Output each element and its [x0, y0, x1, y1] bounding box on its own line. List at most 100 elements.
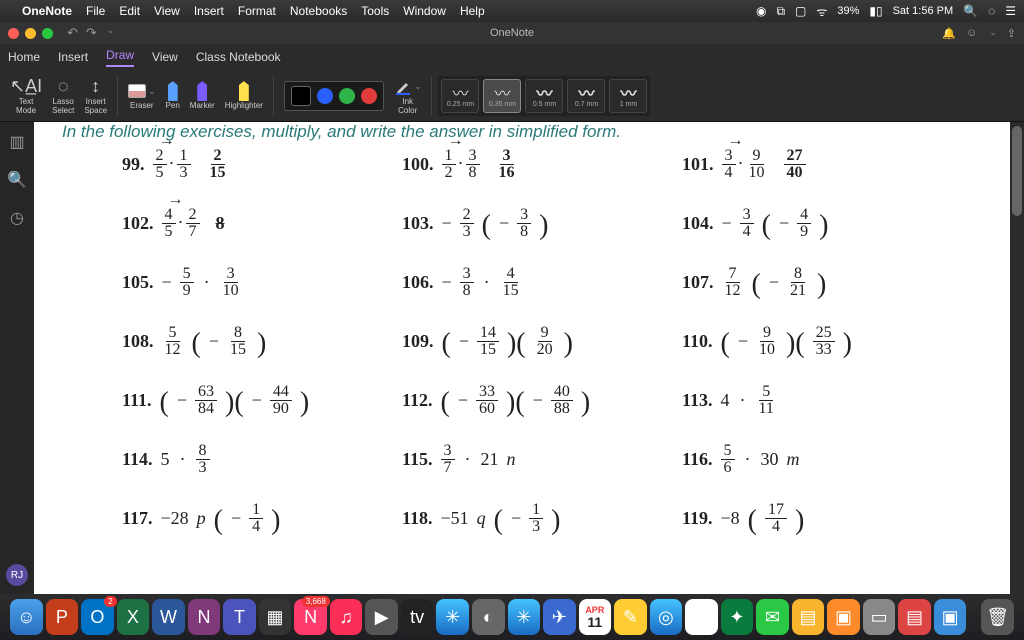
siri-icon[interactable]: ◌	[988, 4, 995, 18]
problem-116: 116. 56·30m	[682, 443, 962, 476]
problem-100: 100. 12·38 316	[402, 148, 682, 181]
spotlight-icon[interactable]: 🔍	[963, 4, 978, 18]
dock-teams[interactable]: T	[223, 599, 256, 635]
marker-icon	[197, 81, 207, 101]
tab-class-notebook[interactable]: Class Notebook	[196, 50, 281, 64]
tab-view[interactable]: View	[152, 50, 178, 64]
vertical-scrollbar[interactable]	[1010, 122, 1024, 594]
battery-percent[interactable]: 39%	[837, 5, 859, 17]
dock-app-5[interactable]: ▭	[863, 599, 896, 635]
dock-appletv[interactable]: tv	[401, 599, 434, 635]
menu-file[interactable]: File	[86, 4, 105, 18]
highlighter-button[interactable]: Highlighter	[221, 70, 267, 121]
tab-home[interactable]: Home	[8, 50, 40, 64]
dock-powerpoint[interactable]: P	[46, 599, 79, 635]
dock-notes[interactable]: ✎	[614, 599, 647, 635]
account-icon[interactable]: ☺	[966, 27, 977, 40]
recent-icon[interactable]: ◷	[10, 208, 24, 228]
minimize-button[interactable]	[25, 28, 36, 39]
color-green[interactable]	[339, 88, 355, 104]
lasso-select-button[interactable]: ◌ LassoSelect	[48, 70, 78, 121]
problem-110: 110. (−910)(2533)	[682, 325, 962, 358]
share-icon[interactable]: ⇪	[1007, 27, 1016, 40]
problem-105: 105. −59·310	[122, 266, 402, 299]
dock-onenote[interactable]: N	[188, 599, 221, 635]
dock-chrome[interactable]: ◉	[685, 599, 718, 635]
search-rail-icon[interactable]: 🔍	[7, 170, 27, 190]
dock-app-2[interactable]: ✈	[543, 599, 576, 635]
tab-draw[interactable]: Draw	[106, 48, 134, 67]
stroke-0-7[interactable]: 〰0.7 mm	[567, 79, 605, 113]
wifi-icon[interactable]: ᯤ	[816, 3, 827, 20]
color-blue[interactable]	[317, 88, 333, 104]
instruction-text: In the following exercises, multiply, an…	[62, 122, 1000, 142]
draw-ribbon: ↖A̲I TextMode ◌ LassoSelect ↕ InsertSpac…	[0, 70, 1024, 122]
tab-insert[interactable]: Insert	[58, 50, 88, 64]
menu-window[interactable]: Window	[403, 4, 446, 18]
stroke-1[interactable]: 〰1 mm	[609, 79, 647, 113]
color-black[interactable]	[291, 86, 311, 106]
dock-excel[interactable]: X	[117, 599, 150, 635]
battery-icon[interactable]: ▮▯	[869, 4, 882, 18]
dock-app-3[interactable]: ◎	[650, 599, 683, 635]
dock-downloads[interactable]: ▣	[934, 599, 967, 635]
dock-quicktime[interactable]: ▶	[365, 599, 398, 635]
scroll-thumb[interactable]	[1012, 126, 1022, 216]
notifications-icon[interactable]: 🔔	[942, 27, 956, 40]
menu-format[interactable]: Format	[238, 4, 276, 18]
problem-99: 99. 25·13 215	[122, 148, 402, 181]
control-center-icon[interactable]: ☰	[1005, 4, 1016, 18]
clock[interactable]: Sat 1:56 PM	[893, 5, 954, 17]
eraser-button[interactable]: ⌄ Eraser	[124, 70, 160, 121]
dock-safari[interactable]: ✳	[436, 599, 469, 635]
menubar-app-name[interactable]: OneNote	[22, 4, 72, 18]
dock-calendar[interactable]: APR11	[579, 599, 612, 635]
menu-view[interactable]: View	[154, 4, 180, 18]
pen-button[interactable]: Pen	[162, 70, 184, 121]
insert-space-button[interactable]: ↕ InsertSpace	[80, 70, 111, 121]
dock-app-4[interactable]: ✦	[721, 599, 754, 635]
menu-insert[interactable]: Insert	[194, 4, 224, 18]
dock-messages[interactable]: ✉	[756, 599, 789, 635]
dock-finder[interactable]: ☺	[10, 599, 43, 635]
note-canvas[interactable]: In the following exercises, multiply, an…	[34, 122, 1010, 594]
avatar[interactable]: RJ	[6, 564, 28, 586]
marker-button[interactable]: Marker	[186, 70, 219, 121]
airplay-icon[interactable]: ▢	[795, 4, 806, 18]
stroke-0-5[interactable]: 〰0.5 mm	[525, 79, 563, 113]
text-mode-button[interactable]: ↖A̲I TextMode	[6, 70, 46, 121]
menu-notebooks[interactable]: Notebooks	[290, 4, 347, 18]
dock-mission-control[interactable]: ▦	[259, 599, 292, 635]
dock-outlook[interactable]: O2	[81, 599, 114, 635]
dock-news[interactable]: N3,668	[294, 599, 327, 635]
dock-pdf[interactable]: ▤	[898, 599, 931, 635]
maximize-button[interactable]	[42, 28, 53, 39]
dropbox-icon[interactable]: ⧉	[776, 4, 785, 19]
close-button[interactable]	[8, 28, 19, 39]
mac-dock: ☺ P O2 X W N T ▦ N3,668 ♫ ▶ tv ✳ ◐ ✳ ✈ A…	[0, 594, 1024, 640]
dock-app-1[interactable]: ◐	[472, 599, 505, 635]
stroke-0-35[interactable]: 〰0.35 mm	[483, 79, 521, 113]
stroke-0-25[interactable]: 〰0.25 mm	[441, 79, 479, 113]
dock-books[interactable]: ▣	[827, 599, 860, 635]
problem-113: 113. 4·511	[682, 384, 962, 417]
menu-help[interactable]: Help	[460, 4, 485, 18]
text-mode-icon: ↖A̲I	[10, 76, 42, 98]
color-red[interactable]	[361, 88, 377, 104]
dock-word[interactable]: W	[152, 599, 185, 635]
undo-button[interactable]: ↶	[67, 25, 78, 41]
menu-edit[interactable]: Edit	[119, 4, 140, 18]
notebooks-icon[interactable]: ▥	[9, 132, 24, 152]
history-dropdown[interactable]: ⌄	[107, 25, 115, 41]
ink-color-button[interactable]: ⌄ InkColor	[390, 70, 426, 121]
problem-109: 109. (−1415)(920)	[402, 325, 682, 358]
stroke-width-group: 〰0.25 mm 〰0.35 mm 〰0.5 mm 〰0.7 mm 〰1 mm	[438, 76, 650, 116]
dock-slides[interactable]: ▤	[792, 599, 825, 635]
problem-118: 118. −51q(−13)	[402, 502, 682, 535]
redo-button[interactable]: ↷	[86, 25, 97, 41]
dock-safari-2[interactable]: ✳	[508, 599, 541, 635]
record-icon[interactable]: ◉	[756, 4, 766, 18]
menu-tools[interactable]: Tools	[361, 4, 389, 18]
dock-music[interactable]: ♫	[330, 599, 363, 635]
dock-trash[interactable]: 🗑	[981, 599, 1014, 635]
